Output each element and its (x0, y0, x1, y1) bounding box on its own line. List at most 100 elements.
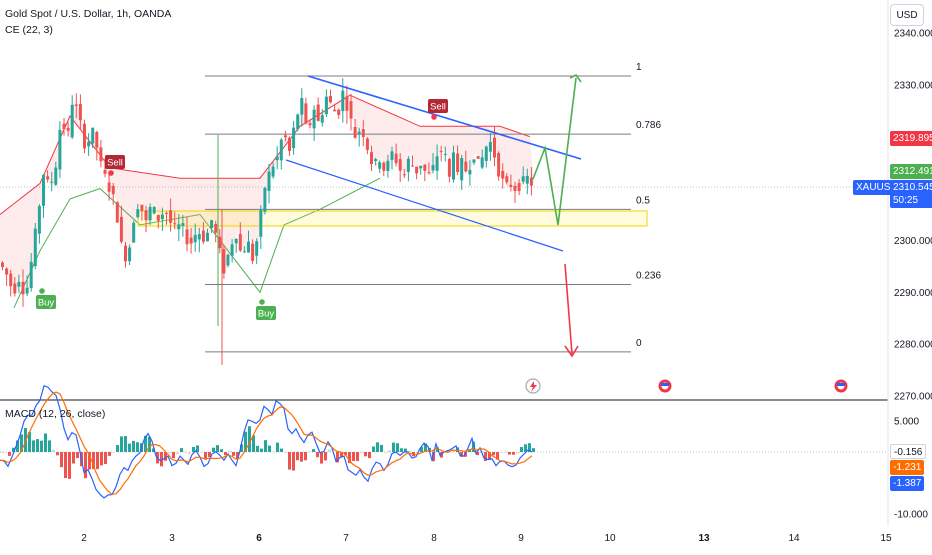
candle-body (9, 273, 13, 287)
macd-signal-line (0, 391, 533, 495)
macd-histogram-bar (292, 452, 295, 471)
macd-histogram-bar (424, 443, 427, 452)
fibonacci-retracement[interactable]: 1 0.786 0.5 0.236 0 (205, 62, 661, 353)
candle-body (165, 212, 168, 214)
candle-body (29, 261, 33, 289)
macd-histogram-bar (320, 452, 323, 464)
macd-histogram-bar (164, 452, 167, 461)
candle-body (505, 176, 509, 183)
macd-histogram-bar (396, 443, 399, 452)
candle-body (37, 206, 41, 234)
candle-body (447, 159, 451, 177)
candle-body (386, 160, 390, 172)
candle-body (74, 104, 78, 106)
macd-histogram-bar (148, 436, 151, 452)
candle-body (222, 249, 226, 274)
macd-histogram-bar (12, 447, 15, 452)
flag-canton-2 (837, 383, 845, 386)
support-zone-rect[interactable] (137, 210, 648, 227)
candle-body (13, 283, 17, 294)
candle-body (415, 166, 419, 174)
fib-level-label: 0.786 (636, 120, 661, 131)
macd-histogram-bar (252, 435, 255, 452)
candle-body (210, 220, 214, 228)
channel-lower-line[interactable] (285, 159, 564, 252)
macd-histogram-bar (116, 445, 119, 452)
event-markers[interactable] (525, 378, 848, 394)
macd-histogram-bar (484, 452, 487, 462)
macd-line (0, 385, 533, 499)
candle-body (509, 184, 513, 188)
macd-histogram-bar (504, 451, 507, 453)
macd-histogram-bar (208, 452, 211, 458)
candle-body (279, 139, 283, 161)
macd-histogram-bar (532, 448, 535, 452)
candle-body (308, 123, 312, 126)
bullish-arrow-head (569, 73, 582, 83)
candle-body (423, 164, 427, 171)
candle-body (33, 228, 37, 267)
macd-histogram-bar (328, 449, 331, 452)
macd-histogram-bar (176, 452, 179, 455)
candle-body (115, 202, 119, 223)
ce-signal-dot (431, 114, 437, 120)
candle-body (316, 104, 320, 121)
candle-body (193, 234, 197, 243)
candle-body (296, 114, 300, 130)
candle-body (91, 127, 95, 144)
ce-band-fill (0, 90, 534, 298)
ce-signal-dot (108, 170, 114, 176)
macd-tick-label: -10.000 (894, 510, 928, 521)
macd-histogram-bar (364, 452, 367, 457)
candle-body (124, 245, 127, 262)
bearish-arrow-head (564, 345, 579, 358)
support-zone[interactable] (137, 210, 648, 227)
macd-histogram-bar (500, 452, 503, 453)
candle-body (300, 98, 304, 115)
candle-body (132, 222, 136, 243)
macd-histogram-bar (280, 448, 283, 452)
candle-body (370, 152, 373, 165)
macd-histogram-bar (308, 451, 311, 453)
channel-lines[interactable] (217, 75, 582, 326)
candle-body (234, 238, 238, 244)
candle-body (324, 96, 328, 115)
candle-body (460, 158, 464, 181)
macd-histogram-bar (240, 444, 243, 452)
candle-body (201, 230, 205, 242)
macd-histogram-bar (264, 440, 267, 452)
macd-histogram-bar (488, 452, 491, 461)
macd-histogram-bar (216, 445, 219, 452)
time-tick-label: 8 (431, 533, 437, 544)
macd-histogram-bar (124, 436, 127, 452)
candle-body (320, 115, 324, 123)
candle-body (181, 223, 185, 227)
candle-body (267, 171, 271, 192)
candle-body (283, 135, 287, 138)
ce-signal-dot (259, 299, 265, 305)
candle-body (390, 151, 394, 160)
macd-histogram-bar (128, 443, 131, 452)
candle-body (427, 172, 431, 174)
candle-body (226, 254, 230, 266)
macd-histogram-bar (528, 443, 531, 452)
candle-body (169, 210, 173, 223)
candle-body (230, 244, 234, 256)
bullish-projection-arrow[interactable] (532, 77, 577, 226)
candle-body (349, 101, 353, 119)
projection-arrows[interactable] (532, 73, 582, 358)
currency-button[interactable]: USD (890, 4, 924, 26)
countdown-value: 50:25 (893, 195, 919, 206)
macd-histogram-bar (20, 434, 23, 452)
ce-signal-dot (39, 288, 45, 294)
macd-histogram-bar (224, 452, 227, 456)
time-tick-label: 7 (343, 533, 349, 544)
macd-histogram-bar (112, 452, 115, 453)
time-tick-label: 13 (698, 533, 710, 544)
bearish-projection-arrow[interactable] (564, 263, 573, 355)
candle-body (468, 169, 472, 175)
channel-upper-line[interactable] (307, 75, 582, 160)
